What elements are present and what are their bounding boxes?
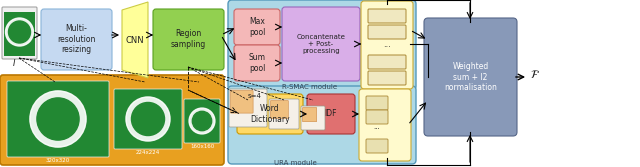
Text: I: I (13, 58, 15, 67)
Circle shape (131, 103, 164, 136)
FancyBboxPatch shape (114, 89, 182, 149)
Circle shape (30, 91, 86, 147)
Text: Weighted
sum + l2
normalisation: Weighted sum + l2 normalisation (444, 62, 497, 92)
Text: Sum
pool: Sum pool (248, 53, 266, 73)
Circle shape (6, 18, 33, 46)
Text: Concantenate
+ Post-
processing: Concantenate + Post- processing (296, 34, 346, 54)
FancyBboxPatch shape (366, 96, 388, 110)
Circle shape (126, 97, 170, 141)
Text: IDF: IDF (324, 110, 337, 119)
FancyBboxPatch shape (0, 75, 224, 165)
FancyBboxPatch shape (282, 7, 360, 81)
FancyBboxPatch shape (7, 81, 109, 157)
Text: Region
sampling: Region sampling (171, 29, 206, 49)
Text: R-SMAC module: R-SMAC module (282, 84, 337, 90)
Text: ...: ... (374, 124, 380, 130)
FancyBboxPatch shape (368, 9, 406, 23)
FancyBboxPatch shape (269, 99, 299, 129)
FancyBboxPatch shape (368, 71, 406, 85)
FancyBboxPatch shape (366, 110, 388, 124)
FancyBboxPatch shape (41, 9, 112, 70)
FancyBboxPatch shape (307, 94, 355, 134)
FancyBboxPatch shape (234, 45, 280, 81)
Text: URA module: URA module (274, 160, 316, 166)
FancyBboxPatch shape (4, 12, 35, 56)
FancyBboxPatch shape (368, 55, 406, 69)
FancyBboxPatch shape (424, 18, 517, 136)
FancyBboxPatch shape (153, 9, 224, 70)
FancyBboxPatch shape (368, 25, 406, 39)
FancyBboxPatch shape (303, 108, 317, 122)
FancyBboxPatch shape (228, 86, 416, 164)
FancyBboxPatch shape (366, 139, 388, 153)
Text: CNN: CNN (125, 36, 144, 44)
FancyBboxPatch shape (184, 99, 220, 143)
Text: Multi-
resolution
resizing: Multi- resolution resizing (58, 24, 96, 54)
FancyBboxPatch shape (361, 1, 413, 89)
Polygon shape (122, 2, 148, 78)
Text: Max
pool: Max pool (249, 17, 265, 37)
Circle shape (37, 98, 79, 140)
FancyBboxPatch shape (301, 106, 325, 130)
Text: Word
Dictionary: Word Dictionary (250, 104, 290, 124)
FancyBboxPatch shape (228, 0, 416, 90)
Text: 320x320: 320x320 (46, 158, 70, 163)
FancyBboxPatch shape (230, 91, 253, 113)
Circle shape (189, 108, 215, 134)
Circle shape (8, 21, 31, 43)
Text: $\mathcal{F}$: $\mathcal{F}$ (530, 68, 540, 80)
FancyBboxPatch shape (229, 89, 267, 127)
Text: ...: ... (383, 40, 391, 48)
FancyBboxPatch shape (237, 94, 303, 134)
Text: s=4: s=4 (248, 93, 262, 99)
FancyBboxPatch shape (2, 7, 37, 59)
FancyBboxPatch shape (271, 101, 288, 118)
FancyBboxPatch shape (234, 9, 280, 45)
Circle shape (192, 111, 212, 131)
FancyBboxPatch shape (359, 89, 411, 161)
Text: 224x224: 224x224 (136, 150, 160, 155)
Text: 160x160: 160x160 (190, 144, 214, 149)
